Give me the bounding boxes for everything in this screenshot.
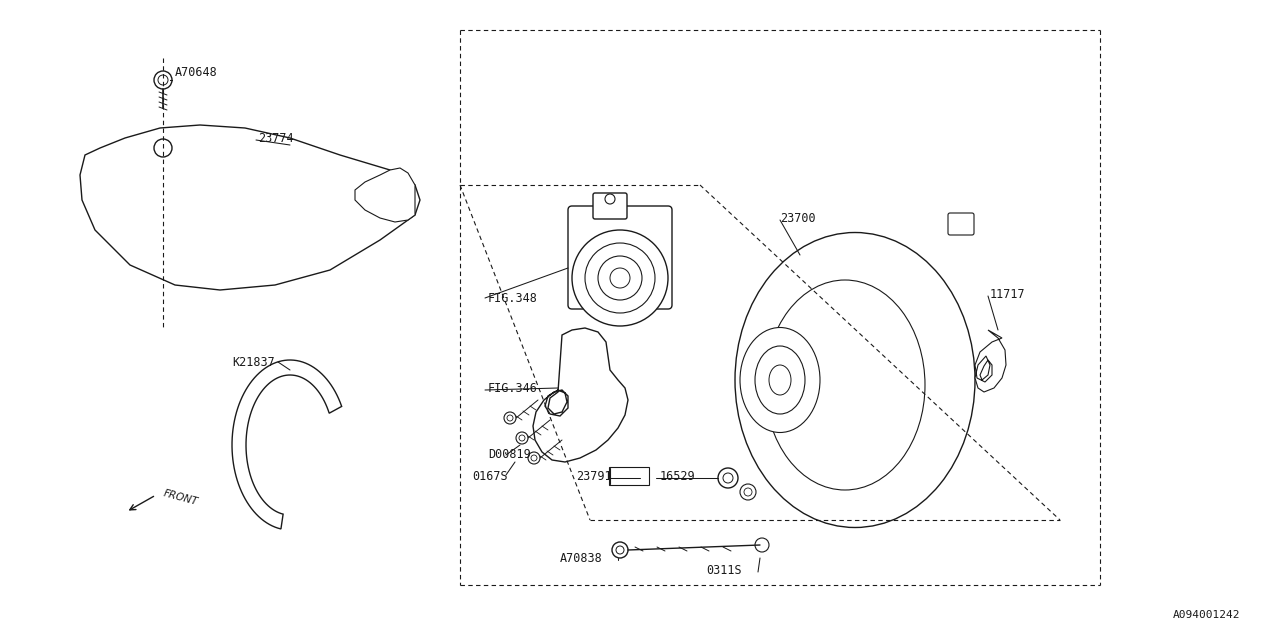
Circle shape xyxy=(723,473,733,483)
Text: 11717: 11717 xyxy=(989,287,1025,301)
Circle shape xyxy=(718,468,739,488)
Circle shape xyxy=(740,484,756,500)
Ellipse shape xyxy=(735,232,975,527)
Circle shape xyxy=(504,412,516,424)
Circle shape xyxy=(612,542,628,558)
Circle shape xyxy=(507,415,513,421)
Ellipse shape xyxy=(769,365,791,395)
FancyBboxPatch shape xyxy=(609,467,649,485)
Polygon shape xyxy=(532,328,628,462)
Polygon shape xyxy=(975,330,1006,392)
Text: A094001242: A094001242 xyxy=(1172,610,1240,620)
Polygon shape xyxy=(79,125,420,290)
Text: 23700: 23700 xyxy=(780,211,815,225)
Text: 16529: 16529 xyxy=(660,470,695,483)
FancyBboxPatch shape xyxy=(948,213,974,235)
Circle shape xyxy=(531,455,538,461)
Circle shape xyxy=(611,268,630,288)
Text: FIG.348: FIG.348 xyxy=(488,291,538,305)
Text: FIG.346: FIG.346 xyxy=(488,381,538,394)
Text: FRONT: FRONT xyxy=(163,488,198,508)
Circle shape xyxy=(154,71,172,89)
Text: 0311S: 0311S xyxy=(707,563,741,577)
Circle shape xyxy=(572,230,668,326)
Circle shape xyxy=(529,452,540,464)
Circle shape xyxy=(157,75,168,85)
Circle shape xyxy=(605,194,614,204)
Text: A70648: A70648 xyxy=(175,65,218,79)
Text: A70838: A70838 xyxy=(561,552,603,564)
Ellipse shape xyxy=(765,280,925,490)
Polygon shape xyxy=(355,168,415,222)
Text: K21837: K21837 xyxy=(232,355,275,369)
Text: 23774: 23774 xyxy=(259,131,293,145)
Circle shape xyxy=(585,243,655,313)
FancyBboxPatch shape xyxy=(593,193,627,219)
Text: D00819: D00819 xyxy=(488,447,531,461)
Text: 23791: 23791 xyxy=(576,470,612,483)
Polygon shape xyxy=(232,360,342,529)
Circle shape xyxy=(518,435,525,441)
Text: 0167S: 0167S xyxy=(472,470,508,483)
Circle shape xyxy=(516,432,529,444)
Ellipse shape xyxy=(740,328,820,433)
Circle shape xyxy=(154,139,172,157)
Ellipse shape xyxy=(755,346,805,414)
Circle shape xyxy=(598,256,643,300)
Circle shape xyxy=(616,546,625,554)
Circle shape xyxy=(744,488,753,496)
Circle shape xyxy=(755,538,769,552)
FancyBboxPatch shape xyxy=(568,206,672,309)
